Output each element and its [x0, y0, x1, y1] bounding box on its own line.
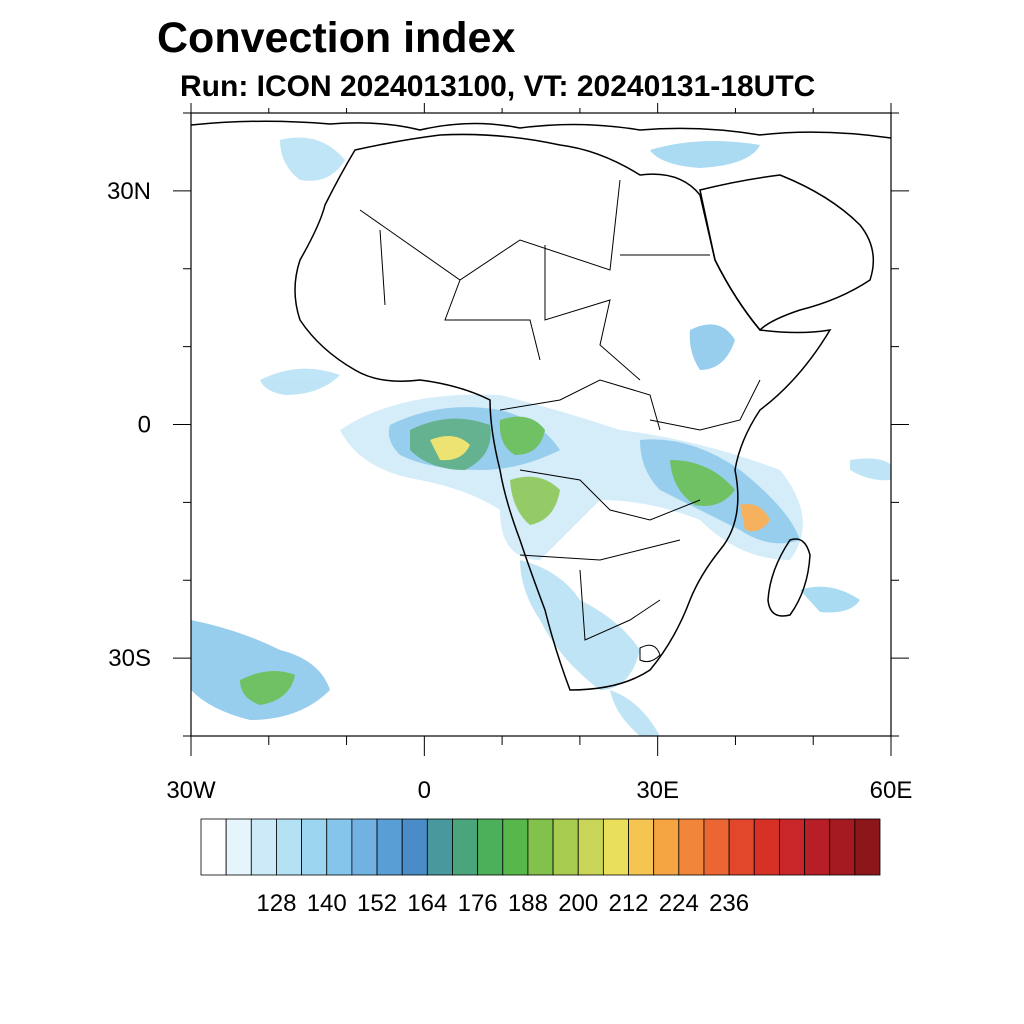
lon-tick-label: 30W: [166, 777, 216, 804]
convection-field-west-africa: [260, 368, 340, 395]
convection-field-southern-africa: [520, 560, 640, 690]
convection-field-south-atlantic-core: [240, 671, 295, 705]
colorbar-tick-label: 236: [709, 890, 749, 917]
colorbar-tick-label: 152: [357, 890, 397, 917]
colorbar-swatch: [326, 818, 353, 876]
convection-field-med: [650, 141, 760, 168]
colorbar-tick-label: 224: [659, 890, 699, 917]
colorbar-swatch: [276, 818, 302, 876]
colorbar-swatch: [225, 818, 252, 876]
lon-tick-label: 30E: [636, 777, 679, 804]
europe-coast: [191, 120, 891, 139]
arabia-outline: [699, 174, 875, 332]
axis-ticks: [173, 103, 909, 756]
colorbar-swatch: [703, 818, 730, 876]
axis-tick-labels: 30N 0 30S 30W 0 30E 60E: [107, 178, 912, 804]
colorbar-tick-label: 188: [508, 890, 548, 917]
colorbar-swatch: [452, 818, 479, 876]
colorbar-swatch: [804, 818, 831, 876]
colorbar-swatch: [426, 818, 453, 876]
convection-field-south-atlantic: [191, 620, 330, 720]
colorbar-swatch: [401, 818, 428, 876]
convection-field-atlantic-north: [280, 137, 345, 181]
convection-field-tanzania: [670, 460, 735, 506]
lat-tick-label: 0: [138, 412, 151, 439]
colorbar-swatch: [527, 818, 554, 876]
border-line: [519, 469, 701, 521]
colorbar-swatch: [250, 818, 277, 876]
lon-tick-label: 0: [418, 777, 431, 804]
colorbar-swatch: [502, 818, 529, 876]
colorbar-tick-label: 140: [307, 890, 347, 917]
colorbar-swatch: [351, 818, 378, 876]
colorbar-tick-label: 164: [407, 890, 447, 917]
convection-field-ethiopia: [689, 324, 735, 370]
border-line: [579, 569, 661, 641]
lat-tick-label: 30N: [107, 178, 151, 205]
africa-coastline: [294, 133, 832, 691]
field-layer: [191, 120, 891, 736]
convection-field-congo-basin: [499, 416, 545, 455]
colorbar-swatch: [577, 818, 604, 876]
colorbar-swatch: [829, 818, 856, 876]
colorbar: 128 140 152 164 176 188 200 212 224 236: [200, 818, 881, 917]
colorbar-swatch: [477, 818, 504, 876]
colorbar-swatch: [552, 818, 579, 876]
colorbar-swatch: [653, 818, 680, 876]
lon-tick-label: 60E: [870, 777, 913, 804]
convection-field-angola: [510, 476, 560, 525]
border-line: [649, 379, 761, 431]
madagascar-outline: [767, 538, 811, 617]
colorbar-swatch: [602, 818, 629, 876]
colorbar-swatch: [200, 818, 227, 876]
country-borders: [359, 179, 761, 663]
chart-title: Convection index: [157, 14, 516, 62]
border-line: [379, 229, 386, 306]
convection-field-madagascar-east: [800, 586, 860, 613]
border-line: [444, 279, 541, 361]
convection-field-mozambique-core: [740, 504, 770, 532]
colorbar-swatch: [854, 818, 881, 876]
colorbar-swatch: [779, 818, 805, 876]
colorbar-tick-label: 128: [256, 890, 296, 917]
convection-field-gabon-core: [430, 436, 470, 461]
colorbar-swatch: [753, 818, 780, 876]
colorbar-swatch: [628, 818, 655, 876]
colorbar-swatch: [301, 818, 328, 876]
lat-tick-label: 30S: [108, 645, 151, 672]
border-line: [519, 539, 681, 561]
convection-field-indian-ocean: [850, 458, 891, 481]
colorbar-swatch: [376, 818, 403, 876]
border-line: [499, 379, 661, 431]
convection-field-agulhas: [610, 690, 660, 736]
chart-subtitle: Run: ICON 2024013100, VT: 20240131-18UTC: [180, 70, 816, 103]
colorbar-swatch: [728, 818, 755, 876]
border-line: [359, 179, 621, 281]
border-line: [544, 245, 641, 381]
colorbar-tick-label: 212: [608, 890, 648, 917]
border-line: [639, 644, 661, 663]
colorbar-tick-label: 200: [558, 890, 598, 917]
coastlines: [191, 120, 891, 691]
colorbar-swatch: [678, 818, 705, 876]
colorbar-tick-label: 176: [458, 890, 498, 917]
